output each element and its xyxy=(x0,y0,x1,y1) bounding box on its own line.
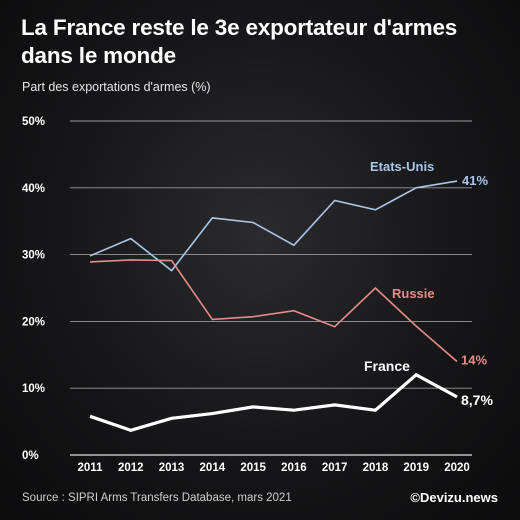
chart-subtitle: Part des exportations d'armes (%) xyxy=(22,80,211,94)
y-tick-label: 30% xyxy=(22,250,45,262)
series-label-etats-unis: Etats-Unis xyxy=(370,159,434,174)
series-label-france: France xyxy=(364,358,410,374)
series-line-russie xyxy=(89,259,458,363)
end-value-label-russie: 14% xyxy=(461,352,487,367)
x-tick-label: 2019 xyxy=(403,462,429,474)
y-tick-label: 50% xyxy=(22,116,45,128)
x-tick-label: 2015 xyxy=(240,462,266,474)
x-tick-label: 2012 xyxy=(118,462,144,474)
y-tick-label: 20% xyxy=(22,316,45,328)
y-tick-label: 0% xyxy=(22,450,39,462)
x-tick-label: 2018 xyxy=(363,462,389,474)
end-value-label-etats-unis: 41% xyxy=(462,173,488,188)
x-tick-label: 2016 xyxy=(281,462,307,474)
x-tick-label: 2013 xyxy=(159,462,185,474)
series-line-france xyxy=(89,372,458,432)
x-tick-label: 2017 xyxy=(322,462,348,474)
series-label-russie: Russie xyxy=(392,286,435,301)
x-tick-label: 2014 xyxy=(200,462,226,474)
y-tick-label: 40% xyxy=(22,183,45,195)
source-note: Source : SIPRI Arms Transfers Database, … xyxy=(22,492,292,504)
chart-title: La France reste le 3e exportateur d'arme… xyxy=(21,15,458,68)
brand-credit: ©Devizu.news xyxy=(410,490,498,505)
series-line-etats-unis xyxy=(89,180,458,272)
end-value-label-france: 8,7% xyxy=(461,392,493,408)
x-tick-label: 2011 xyxy=(78,462,104,474)
y-tick-label: 10% xyxy=(22,383,45,395)
x-tick-label: 2020 xyxy=(444,462,470,474)
